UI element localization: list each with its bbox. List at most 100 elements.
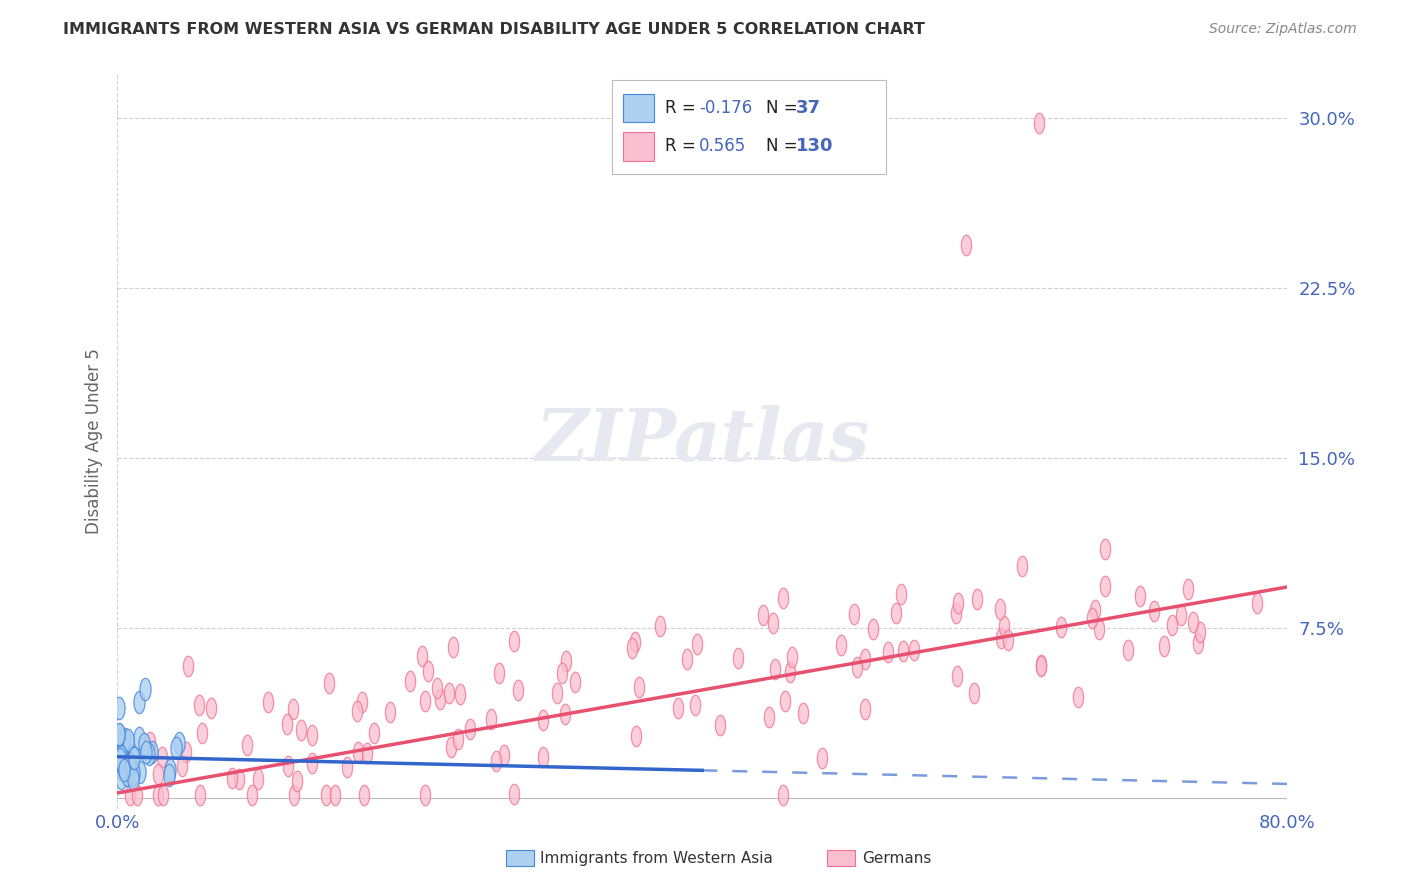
Point [277,759,299,773]
Text: 37: 37 [796,99,821,117]
Point [862,622,884,636]
Point [301,728,323,742]
Point [350,695,373,709]
Point [221,771,243,785]
Point [685,698,707,713]
Text: Source: ZipAtlas.com: Source: ZipAtlas.com [1209,22,1357,37]
Point [247,772,270,787]
Point [1084,603,1107,617]
Point [416,665,439,679]
Point [122,750,145,764]
Point [188,698,211,712]
Point [110,771,132,785]
Point [772,591,794,605]
Point [190,789,212,803]
Point [811,751,834,765]
Point [624,634,647,648]
Point [363,726,385,740]
Point [772,789,794,803]
Point [627,681,650,695]
Point [447,732,470,747]
Point [1188,625,1211,640]
Point [110,731,132,746]
Point [301,756,323,771]
Point [1028,116,1050,130]
Text: ZIPatlas: ZIPatlas [536,405,869,476]
Point [114,742,136,756]
Point [138,735,160,749]
Point [118,789,141,803]
Point [993,619,1015,633]
Point [1050,619,1073,633]
Point [346,704,368,718]
Point [1153,640,1175,654]
Point [1011,559,1033,574]
Point [1246,596,1268,610]
Point [773,693,796,707]
Point [283,789,305,803]
Point [170,758,193,772]
Point [650,619,672,633]
Text: N =: N = [766,137,803,155]
Point [128,695,150,709]
Text: N =: N = [766,99,803,117]
Point [903,642,925,657]
Point [315,789,337,803]
Point [946,669,969,683]
Point [485,754,508,768]
Point [853,652,876,666]
Point [709,718,731,732]
Point [110,749,132,764]
Point [963,686,986,700]
Point [398,674,420,689]
Point [1129,589,1152,603]
Point [1161,617,1184,632]
Point [437,685,460,699]
Point [146,789,169,803]
Point [1177,582,1199,596]
Point [141,745,163,759]
Point [115,768,138,782]
Point [946,596,969,610]
Point [122,768,145,782]
Point [122,765,145,780]
Point [763,662,786,676]
Point [276,716,298,731]
Point [415,693,437,707]
Point [762,616,785,631]
Point [152,789,174,803]
Point [990,632,1012,646]
Point [1088,622,1111,636]
Point [146,767,169,781]
Point [429,691,451,706]
Point [564,675,586,690]
Point [129,764,152,779]
Point [150,749,173,764]
Point [494,748,516,763]
Point [845,659,868,673]
Point [318,676,340,690]
Point [283,702,305,716]
Point [844,607,866,621]
Point [117,732,139,747]
Point [107,701,129,715]
Point [780,649,803,664]
Point [955,238,977,252]
Point [877,645,900,659]
Point [176,659,198,673]
Point [1029,659,1052,673]
Point [356,747,378,761]
Point [107,728,129,742]
Point [411,649,433,664]
Text: Germans: Germans [862,852,931,866]
Point [966,591,988,606]
Text: R =: R = [665,99,702,117]
Point [108,743,131,757]
Point [479,712,502,726]
Text: Immigrants from Western Asia: Immigrants from Western Asia [540,852,773,866]
Text: 0.565: 0.565 [699,137,747,155]
Point [1182,615,1205,630]
Point [488,666,510,681]
Text: R =: R = [665,137,702,155]
Point [853,702,876,716]
